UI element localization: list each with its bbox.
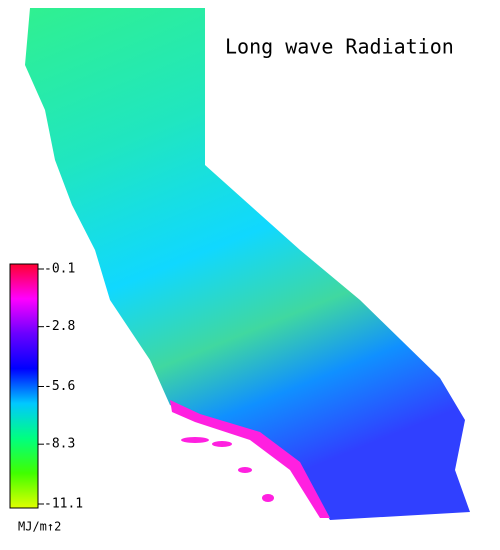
- colorbar: [9, 263, 39, 509]
- island: [262, 494, 274, 502]
- colorbar-tick-label: -5.6: [44, 379, 75, 394]
- island: [238, 467, 252, 473]
- colorbar-tick-label: -0.1: [44, 262, 75, 277]
- map-title: Long wave Radiation: [225, 35, 454, 59]
- colorbar-tick-label: -8.3: [44, 437, 75, 452]
- colorbar-tick-label: -11.1: [44, 497, 83, 512]
- colorbar-label: MJ/m↑2: [18, 520, 61, 534]
- colorbar-tick-label: -2.8: [44, 319, 75, 334]
- island: [181, 437, 209, 443]
- south-coast: [170, 400, 330, 518]
- island: [212, 441, 232, 447]
- california-map: [25, 8, 470, 520]
